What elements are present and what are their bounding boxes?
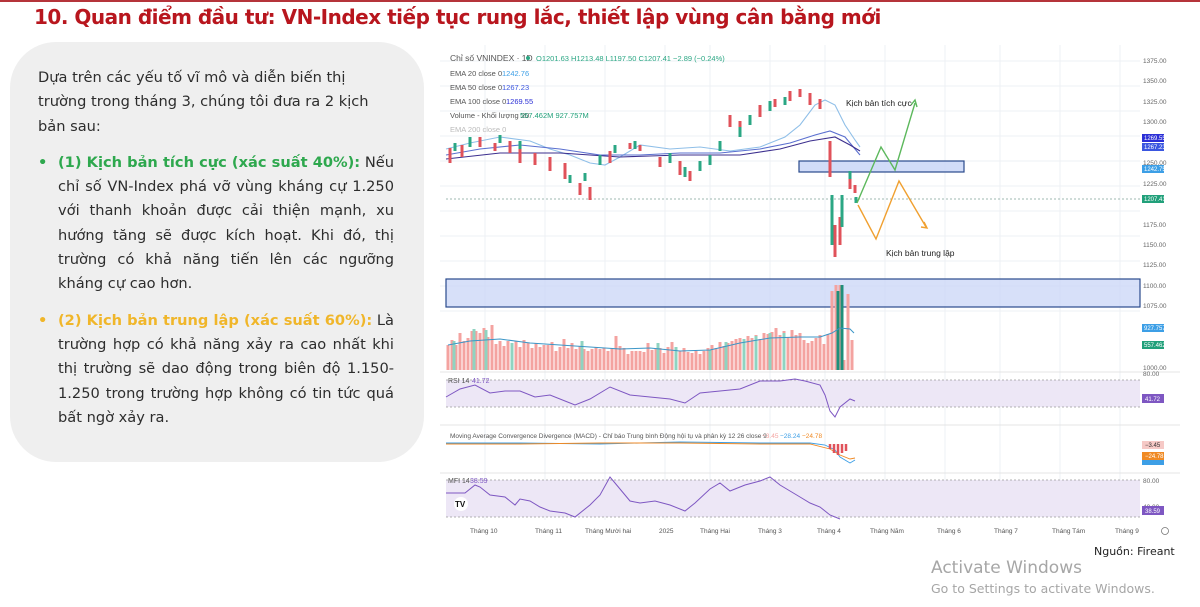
live-dot-icon (526, 56, 530, 60)
svg-text:Tháng Mười hai: Tháng Mười hai (585, 528, 631, 535)
ema-lines (445, 99, 861, 166)
price-axis: 1375.00 1350.00 1325.00 1300.00 1250.00 … (1143, 58, 1167, 372)
svg-text:1269.55: 1269.55 (1144, 136, 1166, 142)
svg-text:−3.45: −3.45 (762, 433, 779, 440)
support-zone (445, 278, 1141, 308)
windows-activation-watermark: Activate Windows Go to Settings to activ… (931, 557, 1155, 599)
svg-text:Tháng 7: Tháng 7 (994, 528, 1018, 535)
volume-values: 557.462M 927.757M (520, 111, 589, 120)
svg-text:Tháng 9: Tháng 9 (1115, 528, 1139, 535)
top-rule (0, 0, 1200, 2)
volume-bars (446, 285, 855, 370)
rsi-value: 41.72 (472, 378, 490, 385)
ema200-label: EMA 200 close 0 (450, 125, 506, 134)
page-title: 10. Quan điểm đầu tư: VN-Index tiếp tục … (34, 5, 881, 29)
bullet-icon: • (38, 153, 48, 171)
svg-text:Tháng 3: Tháng 3 (758, 528, 782, 535)
svg-text:Tháng Tám: Tháng Tám (1052, 528, 1085, 535)
svg-text:−24.78: −24.78 (802, 433, 822, 440)
svg-text:1207.41: 1207.41 (1144, 197, 1166, 203)
mfi-value: 38.59 (470, 478, 488, 485)
scenario-arrows (856, 98, 929, 241)
mfi-pane: MFI 14 38.59 80.00 40.00 38.59 TV (440, 472, 1180, 520)
svg-text:80.00: 80.00 (1143, 371, 1160, 378)
svg-text:1242.75: 1242.75 (1144, 167, 1166, 173)
svg-text:2025: 2025 (659, 528, 674, 535)
svg-text:1325.00: 1325.00 (1143, 99, 1167, 106)
svg-text:1100.00: 1100.00 (1143, 283, 1166, 290)
symbol-label: Chỉ số VNINDEX · 1D (450, 53, 533, 63)
svg-text:1300.00: 1300.00 (1143, 119, 1167, 126)
tradingview-logo-icon (454, 497, 468, 511)
svg-text:41.72: 41.72 (1145, 397, 1161, 403)
positive-scenario-label: Kịch bản tích cực (846, 98, 912, 108)
svg-text:557.462: 557.462 (1144, 343, 1166, 349)
scenario-card (10, 42, 424, 462)
scenario-positive-label: (1) Kịch bản tích cực (xác suất 40%): (58, 153, 361, 171)
ema100-value: 1269.55 (506, 97, 533, 106)
svg-text:Tháng 6: Tháng 6 (937, 528, 961, 535)
watermark-title: Activate Windows (931, 558, 1082, 578)
svg-text:Tháng 4: Tháng 4 (817, 528, 841, 535)
rsi-label: RSI 14 (448, 378, 470, 385)
resistance-zone (798, 160, 965, 173)
svg-text:1225.00: 1225.00 (1143, 181, 1167, 188)
svg-text:TV: TV (455, 500, 466, 509)
svg-text:1375.00: 1375.00 (1143, 58, 1167, 65)
rsi-pane: RSI 14 41.72 80.00 41.72 (440, 371, 1180, 418)
scenario-positive: • (1) Kịch bản tích cực (xác suất 40%): N… (38, 151, 394, 297)
svg-text:1075.00: 1075.00 (1143, 303, 1167, 310)
time-axis: Tháng 10 Tháng 11 Tháng Mười hai 2025 Th… (470, 528, 1139, 535)
ema50-value: 1267.23 (502, 83, 529, 92)
volume-label: Volume - Khối lượng 20 (450, 111, 529, 120)
svg-text:1250.00: 1250.00 (1143, 160, 1167, 167)
svg-text:1150.00: 1150.00 (1143, 242, 1166, 249)
svg-text:Tháng 11: Tháng 11 (535, 528, 562, 535)
ema100-label: EMA 100 close 0 (450, 97, 506, 106)
intro-paragraph: Dựa trên các yếu tố vĩ mô và diễn biến t… (38, 69, 369, 135)
ema20-value: 1242.76 (502, 69, 529, 78)
ohlc-values: O1201.63 H1213.48 L1197.50 C1207.41 −2.8… (536, 54, 725, 63)
bullet-icon: • (38, 311, 48, 329)
svg-text:−3.45: −3.45 (1145, 443, 1161, 449)
ema20-label: EMA 20 close 0 (450, 69, 502, 78)
ema50-label: EMA 50 close 0 (450, 83, 502, 92)
settings-gear-icon[interactable] (1161, 527, 1169, 535)
neutral-scenario-label: Kịch bản trung lập (886, 248, 955, 258)
svg-text:−24.78: −24.78 (1145, 454, 1164, 460)
scenario-neutral-text: Là trường hợp có khả năng xảy ra cao nhấ… (58, 311, 394, 426)
svg-text:1175.00: 1175.00 (1143, 222, 1166, 229)
macd-label: Moving Average Convergence Divergence (M… (450, 432, 767, 440)
price-badges: 1269.55 1267.23 1242.75 1207.41 927.757 … (1142, 134, 1166, 349)
mfi-label: MFI 14 (448, 478, 470, 485)
svg-text:1267.23: 1267.23 (1144, 145, 1166, 151)
chart-legend: Chỉ số VNINDEX · 1D O1201.63 H1213.48 L1… (450, 53, 725, 134)
macd-pane: Moving Average Convergence Divergence (M… (440, 424, 1180, 465)
watermark-subtitle: Go to Settings to activate Windows. (931, 581, 1155, 596)
svg-text:927.757: 927.757 (1144, 326, 1166, 332)
svg-text:38.59: 38.59 (1145, 509, 1161, 515)
svg-text:−28.24: −28.24 (780, 433, 800, 440)
source-label: Nguồn: Fireant (1094, 545, 1175, 558)
svg-text:Tháng Năm: Tháng Năm (870, 528, 904, 535)
scenario-neutral-label: (2) Kịch bản trung lập (xác suất 60%): (58, 311, 373, 329)
vnindex-chart[interactable]: Kịch bản tích cực Kịch bản trung lập Chỉ… (440, 45, 1180, 545)
svg-text:1125.00: 1125.00 (1143, 262, 1166, 269)
scenario-neutral: • (2) Kịch bản trung lập (xác suất 60%): … (38, 309, 394, 430)
scenario-text: Dựa trên các yếu tố vĩ mô và diễn biến t… (38, 66, 394, 442)
svg-text:80.00: 80.00 (1143, 478, 1160, 485)
candlesticks (448, 89, 858, 257)
svg-text:Tháng Hai: Tháng Hai (700, 528, 730, 535)
svg-text:Tháng 10: Tháng 10 (470, 528, 498, 535)
svg-text:1000.00: 1000.00 (1143, 365, 1167, 372)
scenario-positive-text: Nếu chỉ số VN-Index phá vỡ vùng kháng cự… (58, 153, 394, 293)
svg-text:1350.00: 1350.00 (1143, 78, 1167, 85)
